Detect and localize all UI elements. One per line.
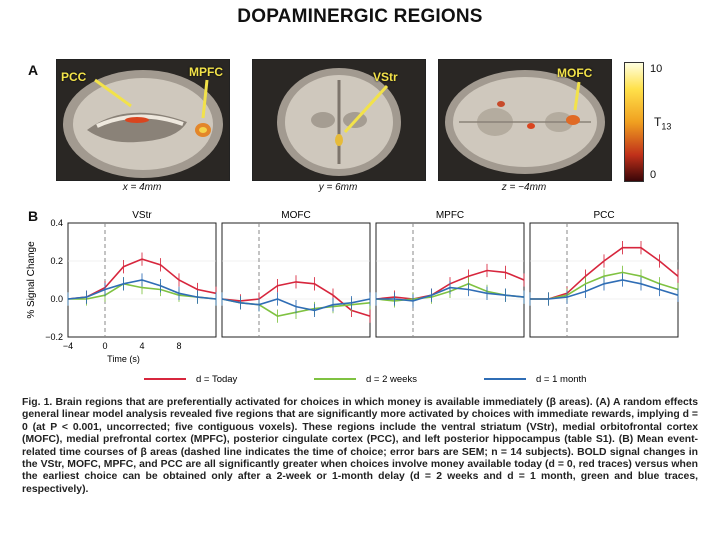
legend-label: d = 2 weeks xyxy=(366,374,417,385)
legend-label: d = 1 month xyxy=(536,374,586,385)
y-axis-label: % Signal Change xyxy=(26,241,37,319)
x-tick-label: 0 xyxy=(102,341,107,351)
panel-title-pcc: PCC xyxy=(593,210,614,221)
brain-slice-coronal: VStr xyxy=(252,59,426,181)
brain-slice-sagittal: PCC MPFC xyxy=(56,59,230,181)
roi-label-mpfc: MPFC xyxy=(189,65,223,79)
legend-label: d = Today xyxy=(196,374,238,385)
x-tick-label: −4 xyxy=(63,341,73,351)
roi-label-vstr: VStr xyxy=(373,70,398,84)
coord-label-coronal: y = 6mm xyxy=(318,182,358,193)
y-tick-label: −0.2 xyxy=(45,332,63,342)
colorbar-max: 10 xyxy=(650,63,663,75)
mofc-activation xyxy=(566,115,580,125)
y-tick-label: 0.2 xyxy=(50,256,63,266)
panel-title-mpfc: MPFC xyxy=(436,210,464,221)
coord-label-axial: z = −4mm xyxy=(501,182,547,193)
x-tick-label: 4 xyxy=(139,341,144,351)
panel-b-letter: B xyxy=(28,208,39,224)
pcc-activation xyxy=(125,117,149,123)
x-tick-label: 8 xyxy=(176,341,181,351)
vstr-activation xyxy=(335,134,343,146)
roi-label-mofc: MOFC xyxy=(557,66,593,80)
y-tick-label: 0.4 xyxy=(50,218,63,228)
colorbar xyxy=(624,62,644,182)
figure: A PCC MPFC x = 4mm VStr y = 6mm xyxy=(22,55,698,530)
brain-slice-axial: MOFC xyxy=(438,59,612,181)
panel-title-vstr: VStr xyxy=(132,210,152,221)
panel-a-letter: A xyxy=(28,62,39,78)
colorbar-min: 0 xyxy=(650,169,657,181)
roi-label-pcc: PCC xyxy=(61,70,87,84)
figure-caption: Fig. 1. Brain regions that are preferent… xyxy=(22,397,698,495)
page-title: DOPAMINERGIC REGIONS xyxy=(237,6,483,27)
time-course-chart: % Signal Change 0.4 0.2 0.0 −0.2 VStr −4 0 4 8 Tim… xyxy=(26,210,679,385)
colorbar-label: T13 xyxy=(654,115,672,132)
coord-label-sagittal: x = 4mm xyxy=(122,182,162,193)
y-tick-label: 0.0 xyxy=(50,294,63,304)
panel-title-mofc: MOFC xyxy=(281,210,310,221)
x-axis-label: Time (s) xyxy=(107,354,140,364)
